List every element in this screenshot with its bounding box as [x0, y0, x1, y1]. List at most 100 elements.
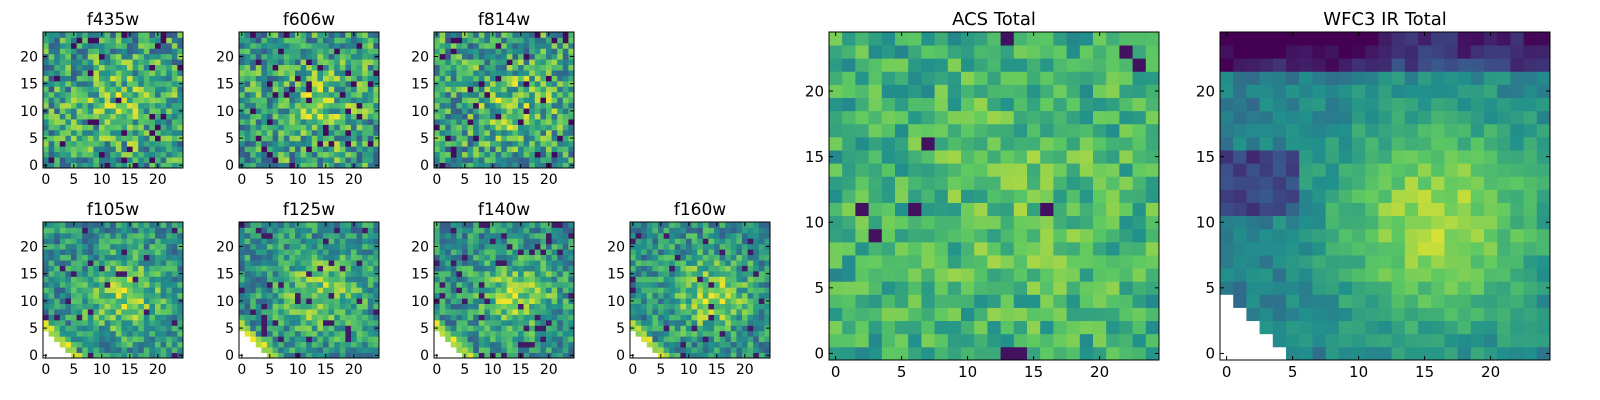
axes-frame [433, 221, 575, 359]
heatmap-cell [367, 243, 374, 250]
heatmap-cell [127, 37, 133, 44]
heatmap-cell [551, 129, 558, 136]
heatmap-cell [551, 325, 558, 332]
heatmap-cell [1000, 307, 1015, 322]
heatmap-cell [261, 254, 268, 261]
heatmap-cell [568, 129, 575, 136]
heatmap-cell [725, 292, 732, 299]
heatmap-cell [506, 113, 513, 120]
heatmap-cell [518, 265, 524, 272]
heatmap-cell [132, 254, 139, 261]
heatmap-cell [714, 287, 720, 294]
heatmap-cell [691, 260, 698, 266]
heatmap-cell [127, 53, 133, 60]
heatmap-cell [652, 276, 659, 283]
heatmap-cell [523, 243, 530, 250]
heatmap-cell [261, 243, 268, 250]
heatmap-cell [551, 113, 558, 120]
heatmap-cell [635, 260, 642, 266]
heatmap-cell [439, 91, 446, 98]
heatmap-cell [54, 108, 61, 114]
heatmap-cell [450, 64, 457, 71]
heatmap-cell [747, 222, 754, 228]
heatmap-cell [323, 309, 329, 315]
heatmap-cell [868, 320, 883, 335]
heatmap-cell [82, 32, 89, 38]
heatmap-cell [76, 238, 83, 245]
heatmap-cell [725, 341, 732, 348]
heatmap-cell [93, 32, 100, 38]
heatmap-cell [518, 42, 524, 49]
heatmap-cell [568, 91, 575, 98]
heatmap-cell [328, 32, 335, 38]
heatmap-cell [434, 232, 440, 239]
heatmap-cell [719, 238, 726, 245]
heatmap-cell [641, 238, 648, 245]
heatmap-cell [523, 309, 530, 315]
heatmap-cell [160, 70, 167, 76]
heatmap-cell [736, 260, 743, 266]
heatmap-cell [87, 303, 94, 310]
heatmap-cell [529, 42, 536, 49]
heatmap-cell [272, 140, 279, 147]
heatmap-cell [484, 37, 491, 44]
heatmap-cell [323, 80, 329, 87]
heatmap-cell [512, 108, 519, 114]
heatmap-cell [445, 232, 452, 239]
heatmap-cell [758, 309, 765, 315]
heatmap-cell [478, 113, 485, 120]
heatmap-cell [1106, 241, 1120, 256]
x-tick-label: 5 [656, 362, 665, 378]
heatmap-cell [283, 37, 290, 44]
heatmap-cell [557, 303, 564, 310]
heatmap-cell [59, 108, 66, 114]
heatmap-cell [702, 309, 709, 315]
heatmap-cell [99, 108, 105, 114]
heatmap-cell [540, 319, 547, 326]
heatmap-cell [450, 108, 457, 114]
heatmap-cell [434, 249, 440, 256]
x-tick-label: 20 [149, 172, 167, 188]
heatmap-cell [110, 86, 117, 93]
heatmap-cell [149, 260, 156, 266]
heatmap-cell [551, 222, 558, 228]
heatmap-cell [345, 319, 352, 326]
heatmap-cell [272, 86, 279, 93]
heatmap-cell [65, 341, 72, 348]
heatmap-cell [753, 292, 760, 299]
heatmap-cell [478, 325, 485, 332]
heatmap-cell [295, 102, 301, 109]
heatmap-cell [177, 91, 184, 98]
heatmap-cell [295, 108, 301, 114]
heatmap-cell [1145, 215, 1160, 230]
heatmap-cell [445, 75, 452, 82]
heatmap-cell [764, 227, 771, 234]
heatmap-cell [842, 215, 856, 230]
heatmap-cell [439, 37, 446, 44]
heatmap-cell [742, 309, 748, 315]
heatmap-cell [529, 70, 536, 76]
heatmap-cell [65, 97, 72, 104]
heatmap-cell [506, 254, 513, 261]
heatmap-cell [725, 232, 732, 239]
heatmap-cell [71, 146, 77, 153]
heatmap-cell [439, 232, 446, 239]
heatmap-cell [278, 129, 285, 136]
heatmap-cell [132, 341, 139, 348]
heatmap-cell [725, 227, 732, 234]
heatmap-cell [373, 336, 380, 343]
heatmap-cell [450, 341, 457, 348]
heatmap-cell [334, 48, 341, 55]
heatmap-cell [484, 325, 491, 332]
heatmap-cell [283, 59, 290, 66]
heatmap-cell [1132, 307, 1147, 322]
heatmap-cell [160, 260, 167, 266]
heatmap-cell [714, 330, 720, 337]
heatmap-cell [473, 303, 480, 310]
heatmap-cell [104, 314, 111, 321]
heatmap-cell [495, 298, 502, 304]
heatmap-cell [356, 254, 363, 261]
heatmap-cell [895, 268, 909, 282]
heatmap-cell [255, 91, 262, 98]
